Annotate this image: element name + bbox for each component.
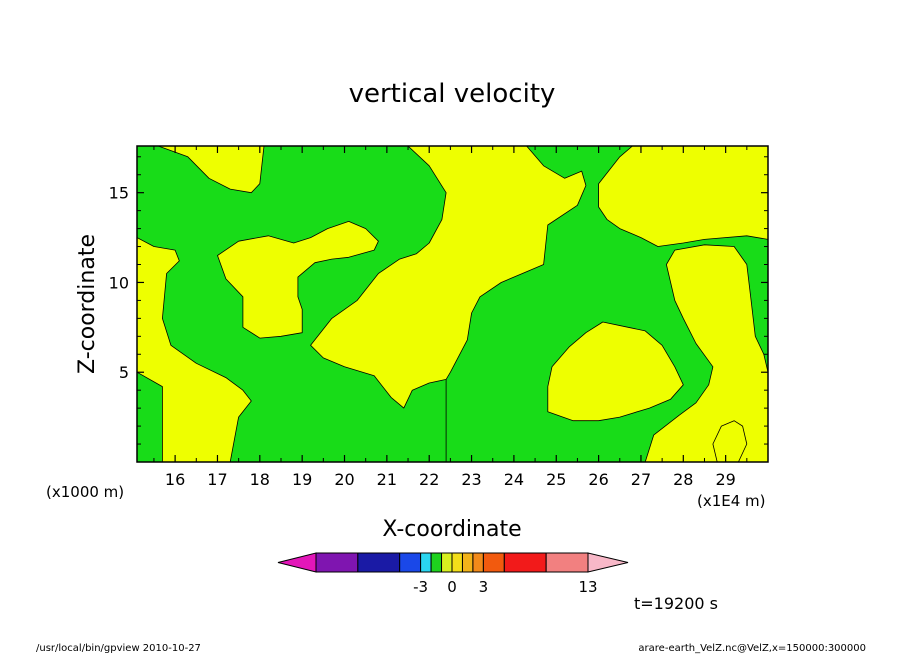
colorbar-tick-label: 0 — [447, 578, 457, 596]
colorbar-segment — [461, 552, 474, 573]
colorbar-segment — [315, 552, 359, 573]
time-label: t=19200 s — [634, 594, 718, 613]
y-axis-unit: (x1000 m) — [46, 483, 124, 501]
x-tick-label: 23 — [461, 470, 481, 489]
positive-region-6 — [712, 420, 748, 462]
x-axis-unit: (x1E4 m) — [697, 492, 766, 510]
plot-area — [136, 145, 769, 463]
x-tick-label: 25 — [546, 470, 566, 489]
x-tick-label: 18 — [250, 470, 270, 489]
colorbar-segment — [472, 552, 484, 573]
y-axis-ticks: 5 10 15 — [109, 156, 768, 445]
x-tick-label: 22 — [419, 470, 439, 489]
colorbar-segment — [430, 552, 443, 573]
x-tick-label: 28 — [673, 470, 693, 489]
colorbar-extend-low — [277, 552, 317, 573]
footer-right: arare-earth_VelZ.nc@VelZ,x=150000:300000 — [638, 643, 866, 654]
colorbar-segment — [482, 552, 505, 573]
x-tick-label: 24 — [504, 470, 524, 489]
y-tick-label: 5 — [119, 363, 129, 382]
y-axis-label: Z-coordinate — [75, 234, 100, 374]
y-tick-label: 10 — [109, 273, 129, 292]
chart-title: vertical velocity — [349, 79, 556, 109]
colorbar-segment — [503, 552, 547, 573]
x-tick-label: 20 — [334, 470, 354, 489]
colorbar-extend-high — [587, 552, 629, 573]
colorbar-tick-label: -3 — [413, 578, 428, 596]
positive-region-5 — [547, 321, 684, 422]
x-tick-label: 27 — [631, 470, 651, 489]
positive-region-3 — [217, 221, 379, 339]
colorbar-segment — [451, 552, 463, 573]
x-tick-label: 16 — [165, 470, 185, 489]
colorbar-segment — [441, 552, 453, 573]
x-tick-label: 21 — [377, 470, 397, 489]
colorbar-tick-label: 13 — [578, 578, 597, 596]
y-tick-label: 15 — [109, 184, 129, 203]
positive-region-4 — [310, 146, 768, 462]
x-tick-label: 19 — [292, 470, 312, 489]
colorbar: -3 0 3 13 — [277, 552, 629, 596]
x-tick-label: 17 — [207, 470, 227, 489]
colorbar-segment — [357, 552, 401, 573]
positive-region-1 — [137, 237, 252, 462]
colorbar-segment — [545, 552, 589, 573]
x-axis-label: X-coordinate — [382, 517, 521, 542]
x-tick-label: 29 — [715, 470, 735, 489]
plot-frame — [136, 145, 769, 463]
x-tick-label: 26 — [588, 470, 608, 489]
colorbar-segment — [420, 552, 432, 573]
x-axis-ticks: 16 17 18 19 20 21 22 23 24 25 26 27 28 29 — [153, 146, 748, 489]
positive-region-2 — [157, 146, 265, 194]
colorbar-segment — [399, 552, 422, 573]
colorbar-tick-label: 3 — [479, 578, 489, 596]
footer-left: /usr/local/bin/gpview 2010-10-27 — [36, 643, 201, 654]
